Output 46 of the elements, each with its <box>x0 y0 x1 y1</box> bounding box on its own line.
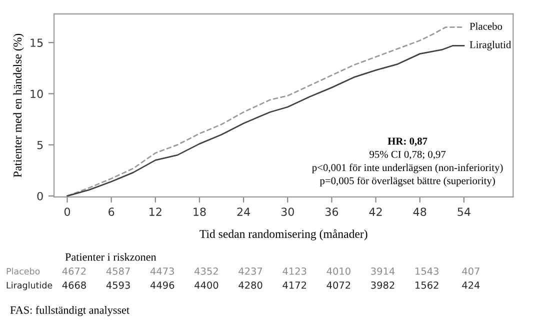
text: 4593 <box>106 281 130 289</box>
text: 4237 <box>238 267 262 275</box>
y-tick-label: 10 <box>30 90 43 98</box>
y-tick-label: 0 <box>37 192 43 200</box>
x-tick-label: 12 <box>150 208 162 216</box>
x-axis-title: Tid sedan randomisering (månader) <box>200 229 368 240</box>
y-tick-label: 15 <box>30 38 43 47</box>
text: 4123 <box>282 267 306 275</box>
text: 4473 <box>150 267 174 275</box>
text: Liraglutide <box>6 282 52 290</box>
x-tick-label: 0 <box>64 208 70 216</box>
text: 3982 <box>371 281 394 289</box>
text: Patienter i riskzonen <box>65 252 156 261</box>
annotation: p<0,001 för inte underlägsen (non-inferiority) <box>312 164 503 174</box>
text: 4668 <box>62 281 86 289</box>
series-label: Placebo <box>470 22 502 30</box>
x-tick-label: 6 <box>108 208 114 216</box>
x-tick-label: 36 <box>325 208 338 216</box>
x-tick-label: 24 <box>237 208 250 216</box>
text: 407 <box>462 267 480 275</box>
x-tick-label: 30 <box>281 208 294 216</box>
text: 4496 <box>150 281 174 289</box>
annotation: 95% CI 0,78; 0,97 <box>370 150 446 160</box>
text: 3914 <box>371 267 395 275</box>
series-label: Liraglutid <box>470 40 512 50</box>
text: 4672 <box>62 267 86 275</box>
text: 1562 <box>416 281 438 289</box>
x-tick-label: 42 <box>369 208 382 216</box>
x-tick-label: 18 <box>194 208 206 216</box>
text: 4587 <box>106 267 130 275</box>
x-tick-label: 54 <box>458 208 470 216</box>
text: 4280 <box>238 281 262 289</box>
text: 4400 <box>194 281 218 289</box>
text: 4010 <box>326 267 350 275</box>
annotation: p=0,005 för överlägset bättre (superiority) <box>320 176 495 186</box>
annotation: HR: 0,87 <box>388 138 428 146</box>
text: Placebo <box>6 268 40 275</box>
text: 424 <box>462 281 480 289</box>
y-tick-label: 5 <box>37 140 43 150</box>
x-tick-label: 48 <box>413 208 426 216</box>
text: FAS: fullständigt analysset <box>10 306 130 316</box>
y-axis-title: Patienter med en händelse (%) <box>13 34 24 178</box>
text: 4172 <box>282 281 306 289</box>
text: 4352 <box>194 267 218 275</box>
text: 4072 <box>326 281 350 289</box>
text: 1543 <box>416 267 438 275</box>
